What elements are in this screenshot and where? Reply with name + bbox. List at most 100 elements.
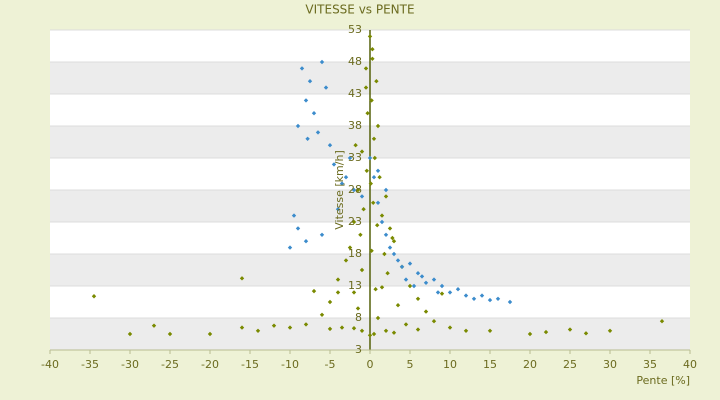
scatter-point bbox=[319, 59, 325, 65]
scatter-point bbox=[127, 331, 133, 337]
scatter-point bbox=[407, 283, 413, 289]
scatter-point bbox=[375, 168, 381, 173]
scatter-point bbox=[365, 111, 370, 116]
scatter-point bbox=[495, 296, 501, 301]
scatter-point bbox=[351, 187, 357, 193]
y-axis-label: Vitesse [km/h] bbox=[333, 150, 346, 230]
scatter-point bbox=[439, 291, 445, 296]
scatter-point bbox=[415, 296, 421, 301]
scatter-point bbox=[395, 303, 401, 308]
scatter-point bbox=[391, 239, 397, 244]
y-tick-label: 3 bbox=[355, 343, 362, 356]
scatter-point bbox=[391, 330, 397, 335]
scatter-point bbox=[415, 271, 421, 276]
scatter-point bbox=[455, 287, 461, 292]
scatter-point bbox=[319, 312, 325, 317]
scatter-point bbox=[363, 66, 369, 71]
scatter-point bbox=[361, 207, 366, 212]
y-tick-label: 38 bbox=[348, 119, 362, 132]
y-tick-label: 43 bbox=[348, 87, 362, 100]
x-tick-label: 0 bbox=[367, 358, 374, 371]
scatter-point bbox=[391, 251, 397, 257]
scatter-point bbox=[287, 325, 293, 330]
scatter-point bbox=[423, 280, 429, 285]
scatter-point bbox=[369, 98, 374, 103]
scatter-point bbox=[355, 306, 361, 311]
scatter-point bbox=[319, 232, 325, 237]
scatter-point bbox=[463, 293, 469, 298]
scatter-point bbox=[299, 66, 305, 71]
scatter-point bbox=[295, 226, 301, 231]
scatter-point bbox=[371, 175, 377, 180]
scatter-point bbox=[239, 325, 245, 330]
x-tick-label: -25 bbox=[161, 358, 179, 371]
scatter-point bbox=[479, 293, 485, 298]
scatter-point bbox=[411, 283, 417, 289]
scatter-point bbox=[351, 326, 357, 331]
scatter-point bbox=[305, 136, 310, 141]
y-tick-label: 18 bbox=[348, 247, 362, 260]
scatter-point bbox=[353, 143, 358, 148]
scatter-point bbox=[239, 276, 245, 281]
x-tick-label: -40 bbox=[41, 358, 59, 371]
scatter-point bbox=[377, 175, 382, 180]
scatter-point bbox=[359, 328, 365, 333]
x-tick-label: 30 bbox=[603, 358, 617, 371]
scatter-point bbox=[351, 219, 357, 225]
x-tick-label: -5 bbox=[325, 358, 336, 371]
scatter-point bbox=[255, 328, 261, 333]
y-tick-label: 33 bbox=[348, 151, 362, 164]
scatter-point bbox=[383, 328, 389, 333]
y-tick-label: 13 bbox=[348, 279, 362, 292]
scatter-point bbox=[375, 223, 380, 228]
x-tick-label: -10 bbox=[281, 358, 299, 371]
scatter-point bbox=[487, 297, 493, 303]
scatter-point bbox=[659, 319, 665, 324]
scatter-point bbox=[371, 331, 377, 337]
scatter-point bbox=[167, 331, 173, 337]
scatter-point bbox=[431, 319, 437, 324]
scatter-point bbox=[399, 264, 405, 269]
scatter-point bbox=[291, 213, 297, 218]
scatter-point bbox=[375, 123, 381, 129]
x-tick-label: 15 bbox=[483, 358, 497, 371]
scatter-point bbox=[339, 325, 345, 330]
scatter-point bbox=[335, 277, 341, 282]
scatter-point bbox=[567, 327, 573, 332]
scatter-point bbox=[370, 47, 375, 52]
scatter-point bbox=[375, 315, 381, 321]
scatter-point bbox=[311, 111, 317, 116]
x-tick-label: -30 bbox=[121, 358, 139, 371]
scatter-point bbox=[367, 34, 373, 39]
scatter-point bbox=[151, 323, 157, 328]
scatter-point bbox=[335, 290, 341, 295]
chart-title: VITESSE vs PENTE bbox=[305, 3, 414, 17]
scatter-point bbox=[447, 290, 453, 295]
scatter-point bbox=[439, 283, 445, 289]
scatter-point bbox=[385, 271, 390, 276]
x-axis-label: Pente [%] bbox=[636, 374, 690, 387]
scatter-point bbox=[375, 200, 381, 205]
scatter-point bbox=[387, 245, 393, 250]
scatter-point bbox=[369, 248, 374, 253]
scatter-point bbox=[379, 219, 385, 225]
scatter-point bbox=[363, 85, 369, 90]
scatter-point bbox=[339, 181, 345, 186]
scatter-point bbox=[383, 187, 389, 193]
scatter-point bbox=[435, 290, 441, 295]
scatter-point bbox=[359, 267, 365, 273]
scatter-point bbox=[527, 331, 533, 337]
scatter-point bbox=[373, 287, 378, 292]
scatter-point bbox=[307, 79, 313, 84]
scatter-point bbox=[315, 130, 321, 135]
y-tick-label: 28 bbox=[348, 183, 362, 196]
scatter-point bbox=[382, 251, 387, 257]
scatter-point bbox=[383, 232, 389, 237]
scatter-point bbox=[303, 98, 309, 103]
x-tick-label: 10 bbox=[443, 358, 457, 371]
scatter-point bbox=[343, 175, 349, 180]
scatter-point bbox=[327, 299, 333, 305]
scatter-point bbox=[347, 155, 353, 161]
scatter-point bbox=[347, 245, 353, 250]
